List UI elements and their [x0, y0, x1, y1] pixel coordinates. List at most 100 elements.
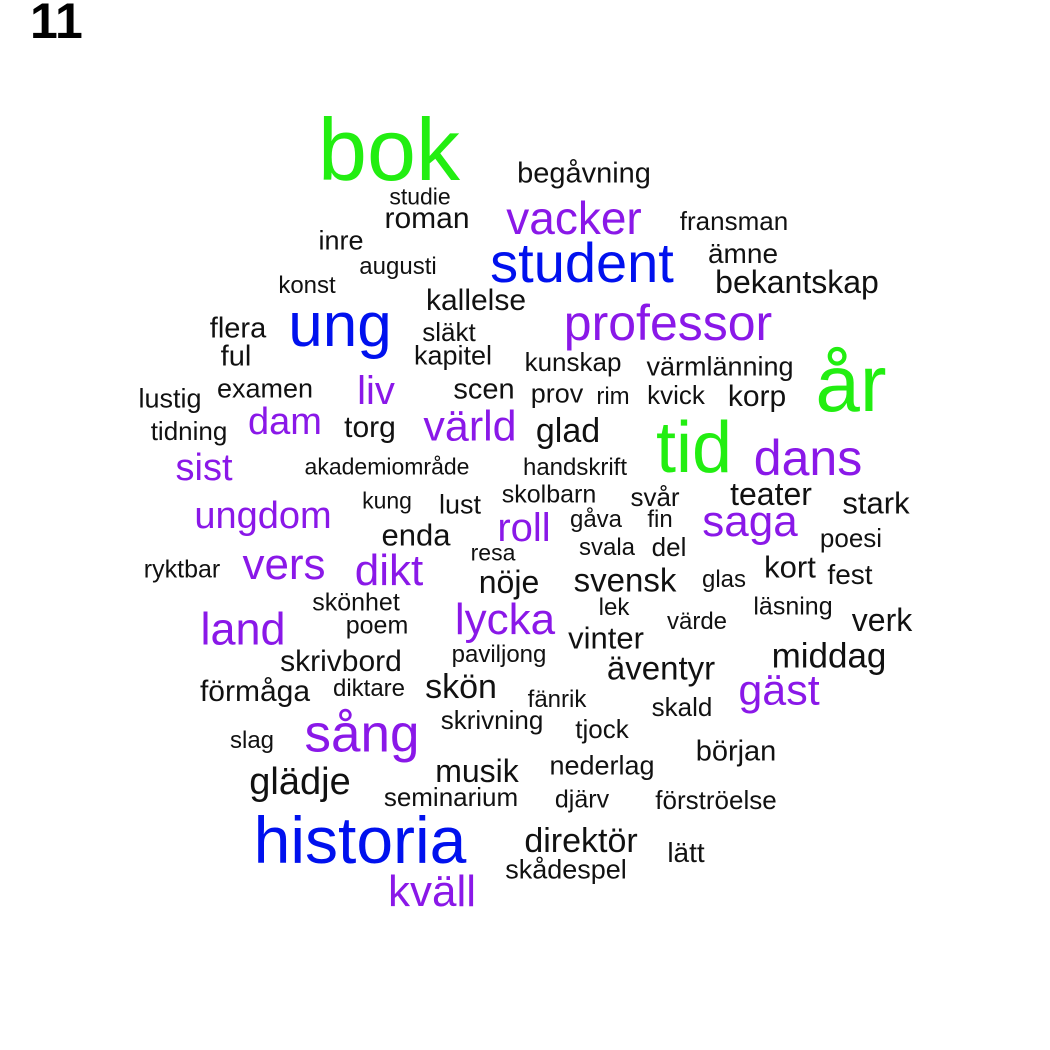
cloud-word-varld: värld: [423, 402, 517, 451]
cloud-word-poem: poem: [345, 611, 409, 640]
cloud-word-nederlag: nederlag: [549, 750, 655, 781]
cloud-word-forstroelse: förströelse: [655, 785, 777, 815]
cloud-word-skald: skald: [651, 692, 713, 722]
cloud-word-direktor: direktör: [524, 822, 638, 860]
cloud-word-svar: svår: [630, 482, 680, 512]
cloud-word-skonhet: skönhet: [312, 588, 400, 617]
cloud-word-gladje: glädje: [249, 761, 351, 803]
cloud-word-seminarium: seminarium: [383, 782, 519, 812]
cloud-word-kung: kung: [362, 487, 412, 514]
cloud-word-borjan: början: [695, 735, 777, 768]
cloud-word-bok: bok: [318, 100, 460, 199]
cloud-word-lust: lust: [438, 489, 482, 520]
cloud-word-tjock: tjock: [575, 714, 629, 744]
cloud-word-land: land: [200, 603, 286, 655]
cloud-word-fransman: fransman: [679, 206, 789, 236]
cloud-word-skadespel: skådespel: [505, 854, 627, 885]
cloud-word-kort: kort: [764, 549, 816, 585]
cloud-word-kvick: kvick: [647, 380, 705, 410]
cloud-word-djarv: djärv: [554, 785, 610, 814]
cloud-word-torg: torg: [344, 411, 396, 444]
cloud-word-latt: lätt: [667, 837, 705, 868]
cloud-word-student: student: [490, 231, 674, 294]
cloud-word-svensk: svensk: [573, 561, 677, 599]
cloud-word-kvall: kväll: [387, 867, 477, 916]
cloud-word-augusti: augusti: [359, 253, 437, 280]
cloud-word-svala: svala: [578, 534, 636, 561]
panel-number: 11: [30, 0, 83, 49]
cloud-word-varde: värde: [666, 608, 728, 635]
cloud-word-gast: gäst: [738, 666, 820, 715]
cloud-word-slag: slag: [229, 727, 275, 754]
cloud-word-akademiomrade: akademiområde: [304, 453, 470, 480]
cloud-word-dam: dam: [248, 401, 322, 443]
cloud-word-korp: korp: [727, 380, 787, 413]
cloud-word-fin: fin: [647, 506, 673, 533]
cloud-word-liv: liv: [357, 369, 395, 413]
cloud-word-kallelse: kallelse: [425, 284, 527, 317]
cloud-word-stark: stark: [842, 485, 910, 521]
cloud-word-ryktbar: ryktbar: [143, 555, 221, 584]
cloud-word-skolbarn: skolbarn: [501, 480, 597, 509]
cloud-word-historia: historia: [253, 803, 467, 877]
cloud-word-professor: professor: [563, 295, 773, 351]
cloud-word-begavning: begåvning: [517, 157, 651, 190]
cloud-word-studie: studie: [389, 183, 451, 210]
cloud-word-tidning: tidning: [150, 416, 228, 446]
cloud-word-bekantskap: bekantskap: [715, 264, 879, 300]
cloud-word-skrivbord: skrivbord: [280, 645, 402, 678]
cloud-word-flera: flera: [209, 312, 267, 345]
cloud-word-paviljong: paviljong: [451, 641, 547, 668]
cloud-word-skon: skön: [425, 668, 497, 706]
cloud-word-varmlanning: värmlänning: [646, 351, 794, 382]
cloud-word-lustig: lustig: [138, 383, 202, 414]
cloud-word-examen: examen: [216, 373, 314, 404]
cloud-word-musik: musik: [435, 753, 519, 789]
cloud-word-formaga: förmåga: [199, 675, 311, 708]
cloud-word-ung: ung: [288, 291, 392, 360]
cloud-word-gava: gåva: [569, 506, 623, 533]
cloud-word-slakt: släkt: [422, 317, 476, 347]
cloud-word-dans: dans: [753, 430, 863, 486]
cloud-word-roll: roll: [497, 506, 551, 550]
cloud-word-ful: ful: [220, 340, 252, 373]
cloud-word-sist: sist: [175, 447, 233, 489]
cloud-word-rim: rim: [596, 383, 630, 410]
cloud-word-ar: år: [815, 339, 887, 428]
cloud-word-handskrift: handskrift: [522, 454, 628, 481]
cloud-word-prov: prov: [530, 378, 584, 409]
cloud-word-resa: resa: [470, 539, 516, 566]
cloud-word-kapitel: kapitel: [413, 340, 493, 371]
cloud-word-glas: glas: [701, 566, 747, 593]
cloud-word-sang: sång: [304, 704, 420, 764]
cloud-word-inre: inre: [318, 225, 364, 256]
cloud-word-ungdom: ungdom: [194, 495, 332, 537]
cloud-word-lycka: lycka: [454, 595, 556, 644]
cloud-word-poesi: poesi: [819, 523, 883, 553]
cloud-word-vinter: vinter: [568, 620, 644, 656]
cloud-word-amne: ämne: [707, 238, 779, 269]
cloud-word-diktare: diktare: [332, 675, 406, 702]
cloud-word-teater: teater: [730, 476, 812, 512]
cloud-word-lasning: läsning: [753, 592, 833, 621]
cloud-word-fanrik: fänrik: [527, 686, 587, 713]
cloud-word-roman: roman: [384, 202, 470, 235]
cloud-word-lek: lek: [598, 594, 630, 621]
cloud-word-skrivning: skrivning: [440, 705, 544, 735]
cloud-word-konst: konst: [278, 272, 336, 299]
cloud-word-tid: tid: [655, 408, 733, 488]
cloud-word-aventyr: äventyr: [606, 649, 716, 687]
cloud-word-fest: fest: [827, 559, 873, 590]
cloud-word-enda: enda: [381, 517, 451, 553]
cloud-word-del: del: [651, 532, 687, 562]
cloud-word-saga: saga: [702, 497, 798, 546]
cloud-word-glad: glad: [535, 412, 601, 450]
cloud-word-noje: nöje: [478, 564, 540, 600]
cloud-word-vers: vers: [242, 540, 326, 589]
cloud-word-kunskap: kunskap: [524, 347, 622, 377]
cloud-word-vacker: vacker: [506, 192, 642, 244]
cloud-word-middag: middag: [771, 636, 887, 676]
cloud-word-verk: verk: [851, 602, 913, 638]
cloud-word-dikt: dikt: [354, 546, 424, 595]
